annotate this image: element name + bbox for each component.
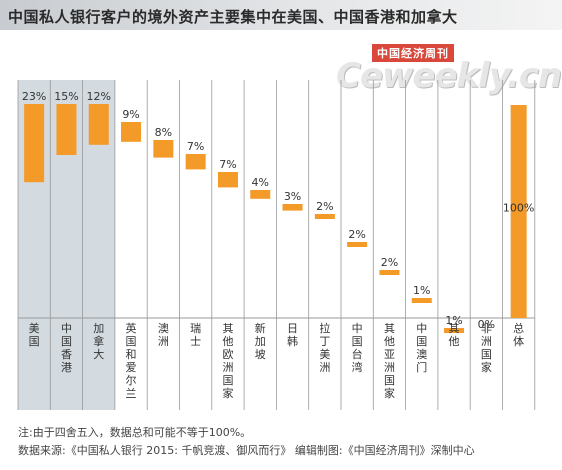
category-label: 香 — [61, 348, 72, 361]
category-label: 拿 — [93, 334, 104, 348]
footnote-note: 注:由于四舍五入，数据总和可能不等于100%。 — [18, 426, 252, 439]
category-label: 他 — [222, 335, 233, 348]
category-label: 瑞 — [190, 321, 201, 335]
bar-英国和爱尔兰 — [121, 122, 142, 142]
bar-美国 — [24, 104, 45, 183]
category-label: 洲 — [319, 361, 330, 374]
data-label: 9% — [122, 108, 139, 121]
category-label: 国 — [416, 335, 427, 348]
bar-中国香港 — [56, 104, 77, 155]
category-label: 国 — [126, 335, 137, 348]
category-label: 新 — [255, 321, 266, 335]
bar-拉丁美洲 — [314, 214, 335, 219]
category-label: 尔 — [126, 374, 137, 387]
bar-其他亚洲国家 — [379, 270, 400, 275]
category-label: 他 — [384, 335, 395, 348]
data-label: 100% — [503, 202, 534, 215]
category-label: 总 — [513, 321, 524, 335]
category-label: 家 — [384, 386, 395, 400]
chart-title: 中国私人银行客户的境外资产主要集中在美国、中国香港和加拿大 — [8, 8, 458, 26]
category-label: 坡 — [255, 348, 266, 361]
data-label: 4% — [252, 176, 269, 189]
category-label: 中 — [61, 322, 72, 335]
category-label: 士 — [190, 335, 201, 348]
category-label: 美 — [319, 348, 330, 361]
category-label: 韩 — [287, 334, 298, 348]
bar-其他欧洲国家 — [217, 172, 238, 188]
category-label: 欧 — [222, 348, 233, 361]
category-label: 亚 — [384, 348, 395, 361]
bar-瑞士 — [185, 154, 206, 170]
data-label: 7% — [187, 140, 204, 153]
bar-加拿大 — [88, 104, 109, 145]
category-label: 加 — [255, 335, 266, 348]
category-label: 加 — [93, 322, 104, 335]
category-label: 大 — [93, 347, 104, 361]
category-label: 和 — [126, 348, 137, 361]
category-label: 澳 — [416, 348, 427, 361]
bar-新加坡 — [250, 190, 271, 199]
category-label: 门 — [416, 360, 427, 374]
category-label: 洲 — [384, 361, 395, 374]
data-label: 2% — [381, 256, 398, 269]
bar-日韩 — [282, 204, 303, 211]
category-label: 台 — [352, 347, 363, 361]
data-label: 23% — [22, 90, 46, 103]
category-label: 中 — [416, 322, 427, 335]
category-label: 丁 — [319, 335, 330, 348]
category-label: 国 — [61, 335, 72, 348]
bar-中国台湾 — [347, 242, 368, 247]
data-label: 2% — [348, 228, 365, 241]
category-label: 拉 — [319, 321, 330, 335]
category-label: 他 — [449, 335, 460, 348]
category-label: 日 — [287, 322, 298, 335]
category-label: 港 — [61, 361, 72, 374]
category-label: 国 — [384, 374, 395, 387]
title-bar: 中国私人银行客户的境外资产主要集中在美国、中国香港和加拿大 — [0, 0, 562, 30]
data-label: 1% — [413, 284, 430, 297]
data-label: 3% — [284, 190, 301, 203]
data-label: 15% — [54, 90, 78, 103]
footnote-source: 数据来源:《中国私人银行 2015: 千帆竞渡、御风而行》 编辑制图:《中国经济… — [18, 444, 475, 457]
data-label: 1% — [445, 314, 462, 327]
category-label: 湾 — [352, 360, 363, 374]
category-label: 美 — [29, 322, 40, 335]
category-label: 洲 — [222, 361, 233, 374]
category-label: 爱 — [126, 361, 137, 374]
category-label: 非 — [481, 322, 492, 335]
bar-总体 — [510, 105, 527, 318]
data-label: 0% — [478, 318, 495, 331]
data-label: 2% — [316, 200, 333, 213]
category-label: 中 — [352, 322, 363, 335]
category-label: 国 — [481, 348, 492, 361]
category-label: 澳 — [158, 322, 169, 335]
category-label: 国 — [352, 335, 363, 348]
category-label: 国 — [222, 374, 233, 387]
category-label: 体 — [513, 334, 524, 348]
bar-其他 — [444, 328, 465, 333]
category-label: 家 — [222, 386, 233, 400]
bar-澳洲 — [153, 140, 174, 158]
category-label: 其 — [384, 322, 395, 335]
category-label: 国 — [29, 335, 40, 348]
category-label: 其 — [222, 322, 233, 335]
category-label: 英 — [126, 321, 137, 335]
bar-中国澳门 — [411, 298, 432, 303]
data-label: 8% — [155, 126, 172, 139]
category-label: 家 — [481, 360, 492, 374]
data-label: 12% — [87, 90, 111, 103]
data-label: 7% — [219, 158, 236, 171]
category-label: 洲 — [158, 335, 169, 348]
logo-tag: 中国经济周刊 — [372, 44, 454, 62]
category-label: 其 — [449, 322, 460, 335]
category-label: 洲 — [481, 335, 492, 348]
category-label: 兰 — [126, 387, 137, 400]
